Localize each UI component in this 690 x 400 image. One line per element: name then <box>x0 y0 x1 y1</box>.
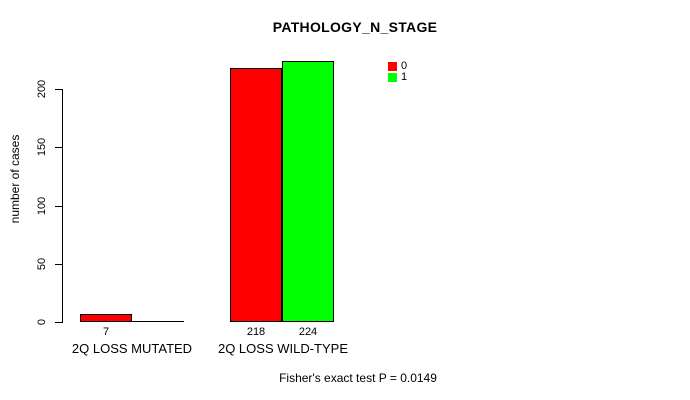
category-label-wild-type: 2Q LOSS WILD-TYPE <box>217 341 349 356</box>
bar-series-0-group-0 <box>80 314 132 322</box>
y-tick-mark <box>55 147 62 148</box>
bar-value-label: 224 <box>298 326 318 338</box>
bar-series-0-group-1 <box>230 68 282 322</box>
y-tick-label: 100 <box>36 196 48 216</box>
chart-title: PATHOLOGY_N_STAGE <box>272 19 438 35</box>
y-axis-line <box>62 89 63 323</box>
legend-swatch-green <box>388 72 397 82</box>
y-axis-title: number of cases <box>8 134 22 224</box>
y-tick-label: 0 <box>36 318 48 326</box>
y-tick-mark <box>55 322 62 323</box>
bar-value-label: 7 <box>102 326 110 338</box>
bar-series-1-group-1 <box>282 61 334 322</box>
bar-series-1-group-0 <box>132 321 184 322</box>
bar-value-label: 218 <box>246 326 266 338</box>
category-label-mutated: 2Q LOSS MUTATED <box>71 341 193 356</box>
legend-label-1: 1 <box>401 71 408 83</box>
legend-item-0: 0 <box>388 60 408 72</box>
y-tick-mark <box>55 264 62 265</box>
legend: 0 1 <box>388 61 407 83</box>
legend-swatch-red <box>388 61 397 71</box>
y-tick-mark <box>55 89 62 90</box>
y-tick-label: 200 <box>36 79 48 99</box>
legend-item-1: 1 <box>388 71 408 83</box>
y-tick-label: 50 <box>36 257 48 271</box>
y-tick-label: 150 <box>36 137 48 157</box>
y-tick-mark <box>55 206 62 207</box>
legend-label-0: 0 <box>401 60 408 72</box>
annotation-text: Fisher's exact test P = 0.0149 <box>279 371 437 385</box>
